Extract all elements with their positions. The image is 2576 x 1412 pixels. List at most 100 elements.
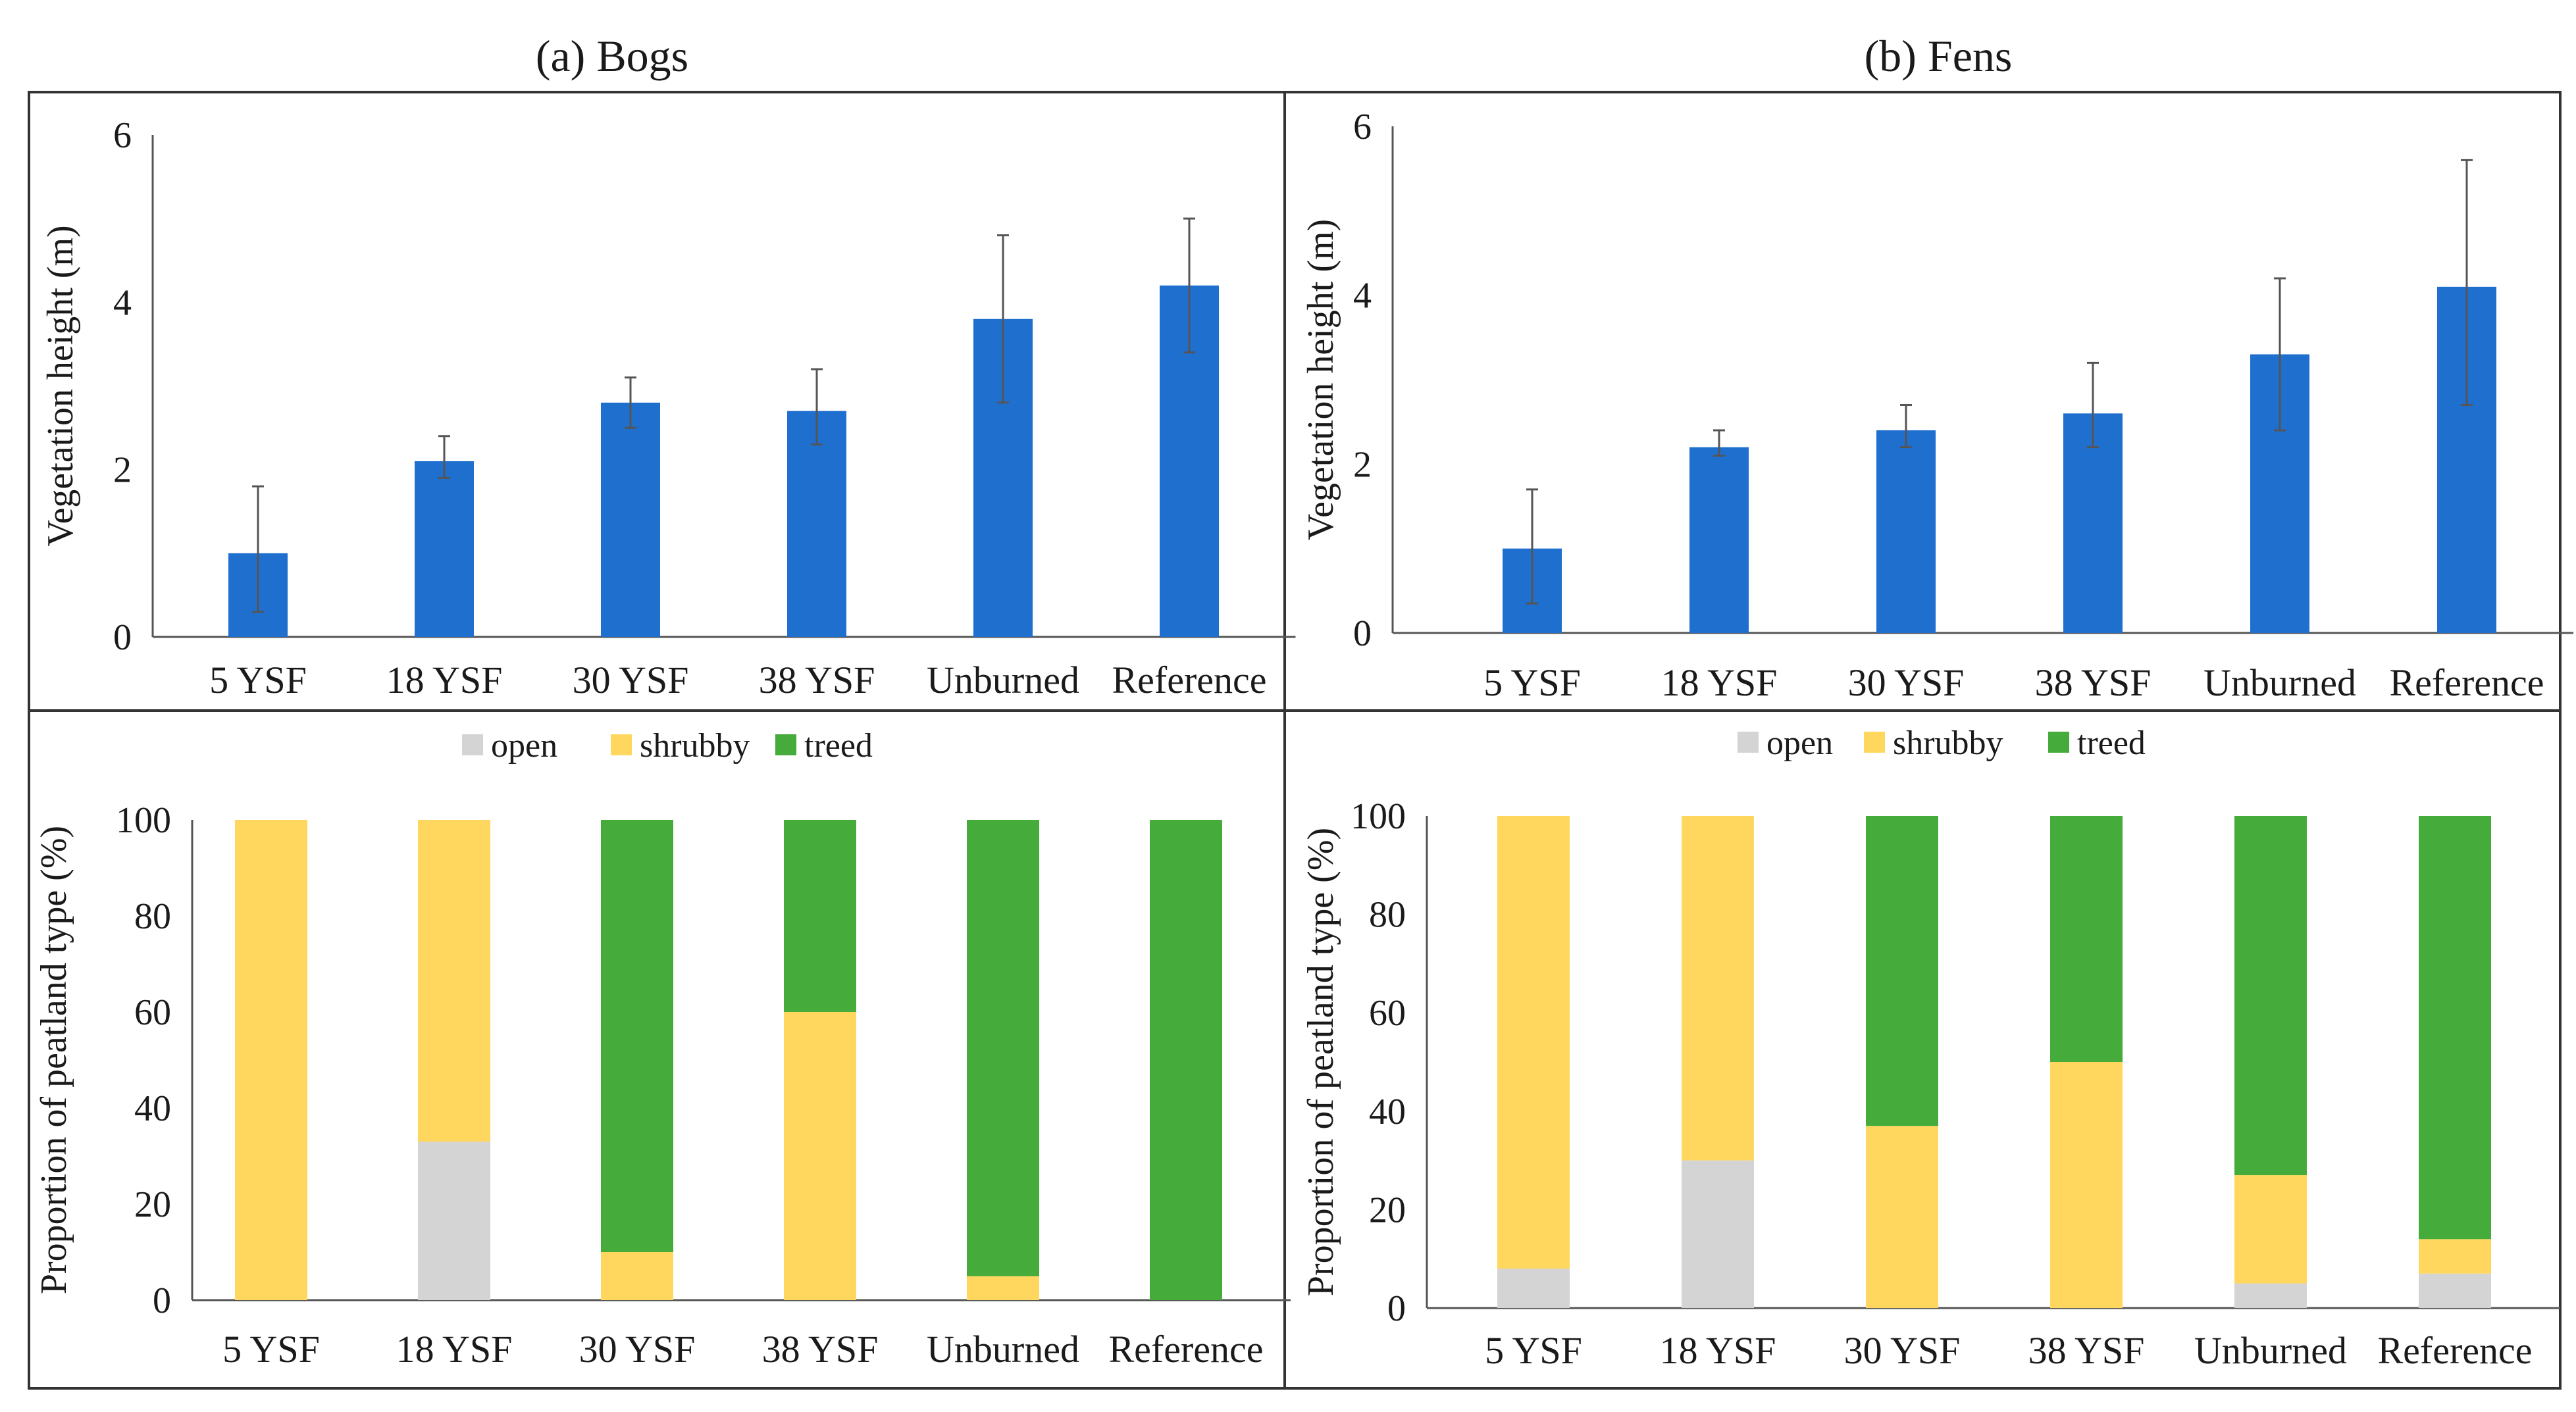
fens-height-errorbar-reference [2461, 159, 2473, 406]
bogs-height-errorbar-reference [1183, 217, 1195, 354]
bogs-proportion-bar-shrubby-38-ysf [784, 1012, 856, 1300]
bogs-proportion-xlabel-5-ysf: 5 YSF [222, 1328, 320, 1371]
bogs-proportion-xlabel-30-ysf: 30 YSF [579, 1328, 696, 1371]
fens-proportion-legend-open: open [1766, 724, 1833, 762]
bogs-height-xlabel-reference: Reference [1112, 659, 1266, 701]
bogs-height-errorbar-30-ysf [625, 376, 636, 429]
bogs-height-ytick-2: 2 [113, 450, 132, 491]
bogs-height-xlabel-18-ysf: 18 YSF [386, 659, 503, 701]
fens-height-xlabel-unburned: Unburned [2203, 661, 2356, 704]
fens-proportion-ytick-60: 60 [1369, 993, 1406, 1034]
bogs-proportion-bar-treed-38-ysf [784, 820, 856, 1012]
fens-height-bar-38-ysf [2063, 413, 2123, 633]
bogs-proportion-xlabel-reference: Reference [1108, 1328, 1263, 1371]
fens-proportion-ytick-0: 0 [1387, 1288, 1406, 1329]
fens-proportion-bar-shrubby-38-ysf [2050, 1062, 2123, 1308]
bogs-height-y-label: Vegetation height (m) [40, 225, 81, 546]
bogs-proportion-chart: 0 20 40 60 80 100 Proportion of peatland type … [34, 727, 1291, 1371]
fens-height-ytick-4: 4 [1353, 276, 1372, 316]
fens-proportion-ytick-40: 40 [1369, 1092, 1406, 1132]
fens-proportion-bar-shrubby-18-ysf [1682, 816, 1754, 1161]
bogs-proportion-legend-treed: treed [804, 727, 873, 765]
fens-proportion-xlabel-18-ysf: 18 YSF [1660, 1329, 1776, 1372]
bogs-proportion-ytick-60: 60 [134, 992, 171, 1033]
bogs-proportion-legend-swatch-treed [775, 734, 796, 755]
fens-proportion-xlabel-38-ysf: 38 YSF [2028, 1329, 2145, 1372]
fens-height-ytick-2: 2 [1353, 444, 1372, 485]
bogs-proportion-bar-treed-reference [1150, 820, 1222, 1300]
fens-height-errorbar-unburned [2274, 277, 2286, 432]
fens-height-xlabel-5-ysf: 5 YSF [1483, 661, 1581, 704]
fens-height-xlabel-18-ysf: 18 YSF [1661, 661, 1778, 704]
figure-frame [28, 91, 2562, 1390]
bogs-proportion-legend-shrubby: shrubby [640, 727, 750, 765]
fens-height-errorbar-30-ysf [1900, 404, 1912, 449]
fens-proportion-bar-shrubby-unburned [2234, 1175, 2307, 1284]
bogs-proportion-ytick-0: 0 [153, 1280, 171, 1321]
bogs-proportion-legend-swatch-shrubby [611, 734, 632, 755]
bogs-height-chart: 0 2 4 6 Vegetation height (m) 5 YSF 18 YSF 30 Y… [40, 115, 1296, 701]
bogs-proportion-bar-shrubby-30-ysf [601, 1252, 673, 1300]
fens-height-y-label: Vegetation height (m) [1301, 219, 1341, 540]
fens-height-xlabel-30-ysf: 30 YSF [1848, 661, 1965, 704]
fens-proportion-bar-treed-30-ysf [1866, 816, 1938, 1126]
bogs-height-errorbar-38-ysf [811, 368, 823, 446]
fens-proportion-legend-swatch-open [1738, 732, 1759, 753]
bogs-proportion-ytick-80: 80 [134, 896, 171, 937]
fens-proportion-xlabel-30-ysf: 30 YSF [1844, 1329, 1961, 1372]
fens-height-errorbar-5-ysf [1526, 488, 1538, 605]
fens-proportion-bar-shrubby-reference [2419, 1239, 2491, 1274]
fens-proportion-bar-treed-38-ysf [2050, 816, 2123, 1062]
fens-height-ytick-0: 0 [1353, 613, 1372, 654]
fens-proportion-bar-treed-unburned [2234, 816, 2307, 1176]
fens-proportion-bar-open-5-ysf [1497, 1269, 1570, 1308]
fens-height-errorbar-18-ysf [1713, 429, 1725, 457]
bogs-height-errorbar-unburned [997, 234, 1009, 404]
bogs-proportion-xlabel-38-ysf: 38 YSF [762, 1328, 879, 1371]
fens-proportion-bar-shrubby-30-ysf [1866, 1126, 1938, 1308]
fens-height-ytick-6: 6 [1353, 107, 1372, 147]
bogs-height-ytick-0: 0 [113, 617, 132, 658]
bogs-proportion-bar-treed-unburned [967, 820, 1039, 1276]
bogs-height-xlabel-5-ysf: 5 YSF [209, 659, 307, 701]
bogs-height-xlabel-38-ysf: 38 YSF [759, 659, 875, 701]
fens-proportion-bar-open-reference [2419, 1273, 2491, 1308]
fens-height-xlabel-38-ysf: 38 YSF [2035, 661, 2151, 704]
bogs-height-bar-30-ysf [601, 402, 660, 637]
fens-proportion-bar-open-18-ysf [1682, 1160, 1754, 1308]
bogs-proportion-legend-open: open [491, 727, 557, 765]
fens-proportion-ytick-100: 100 [1351, 796, 1406, 837]
panel-title-fens: (b) Fens [1865, 31, 2013, 81]
fens-height-xlabel-reference: Reference [2389, 661, 2544, 704]
fens-proportion-legend-shrubby: shrubby [1893, 724, 2003, 762]
bogs-height-bar-38-ysf [787, 411, 846, 637]
fens-proportion-legend-swatch-shrubby [1864, 732, 1885, 753]
bogs-proportion-ytick-40: 40 [134, 1088, 171, 1129]
fens-proportion-bar-treed-reference [2419, 816, 2491, 1240]
bogs-height-ytick-6: 6 [113, 115, 132, 156]
bogs-height-errorbar-18-ysf [438, 435, 450, 479]
fens-proportion-y-label: Proportion of peatland type (%) [1301, 828, 1341, 1296]
bogs-height-xlabel-unburned: Unburned [927, 659, 1079, 701]
bogs-proportion-bar-shrubby-unburned [967, 1276, 1039, 1300]
fens-height-chart: 0 2 4 6 Vegetation height (m) 5 YSF 18 YSF 30 Y… [1301, 107, 2573, 704]
fens-proportion-ytick-80: 80 [1369, 895, 1406, 936]
fens-proportion-ytick-20: 20 [1369, 1190, 1406, 1230]
bogs-height-bar-18-ysf [415, 461, 474, 637]
fens-proportion-bar-shrubby-5-ysf [1497, 816, 1570, 1269]
bogs-proportion-y-label: Proportion of peatland type (%) [34, 826, 74, 1294]
bogs-proportion-bar-shrubby-18-ysf [418, 820, 490, 1142]
fens-proportion-legend-treed: treed [2077, 724, 2146, 762]
bogs-height-ytick-4: 4 [113, 282, 132, 323]
fens-height-bar-30-ysf [1876, 430, 1936, 633]
panel-title-bogs: (a) Bogs [536, 31, 688, 81]
bogs-height-xlabel-30-ysf: 30 YSF [573, 659, 689, 701]
bogs-proportion-xlabel-unburned: Unburned [927, 1328, 1079, 1371]
fens-proportion-xlabel-unburned: Unburned [2194, 1329, 2347, 1372]
bogs-proportion-legend-swatch-open [462, 734, 483, 755]
bogs-proportion-ytick-100: 100 [116, 800, 171, 841]
fens-proportion-bar-open-unburned [2234, 1283, 2307, 1308]
fens-proportion-legend-swatch-treed [2048, 732, 2069, 753]
